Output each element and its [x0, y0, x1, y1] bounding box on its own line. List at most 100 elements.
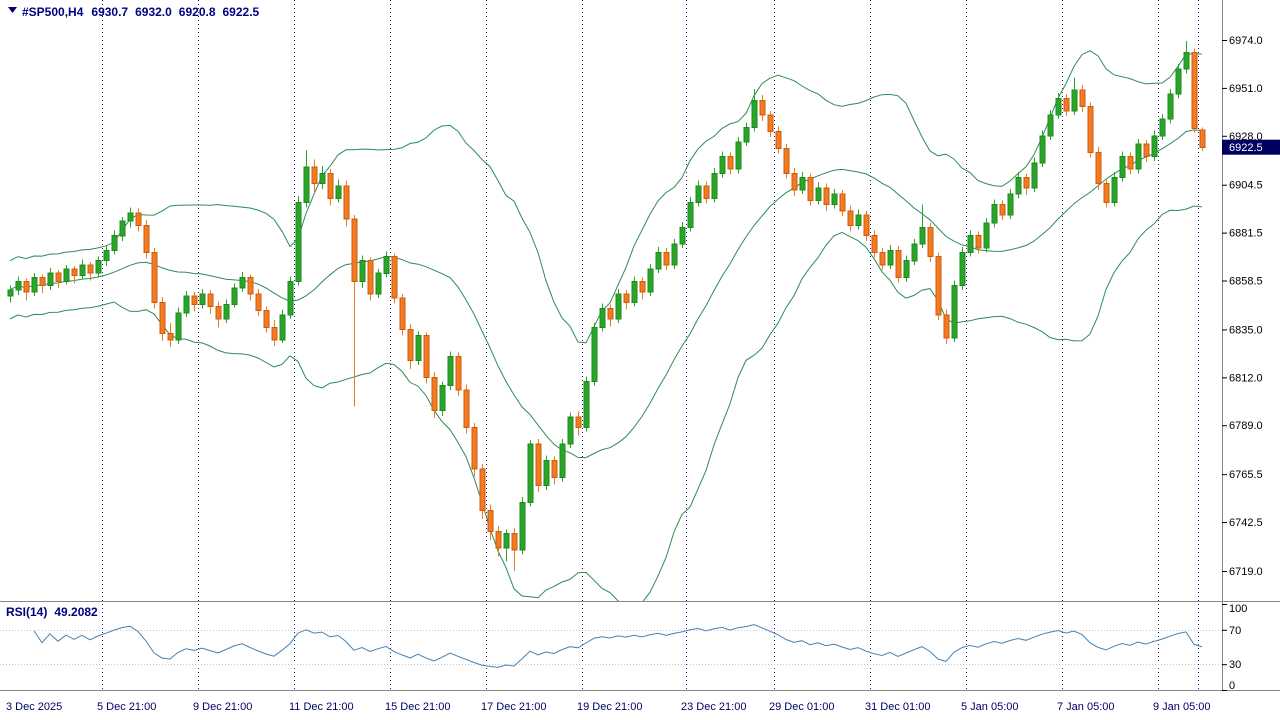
candle-body	[807, 176, 814, 201]
candle-body	[119, 220, 126, 237]
candle-body	[151, 251, 158, 303]
candle-body	[959, 251, 966, 287]
candle-body	[839, 193, 846, 212]
candle-body	[55, 272, 62, 283]
candle-body	[679, 226, 686, 245]
candle-body	[527, 443, 534, 503]
candle-body	[863, 214, 870, 237]
candle-body	[295, 201, 302, 282]
candle-body	[127, 212, 134, 222]
candle-body	[631, 281, 638, 303]
price-tick-label: 6765.5	[1229, 469, 1263, 481]
candle-body	[407, 328, 414, 362]
candle-body	[223, 304, 230, 320]
rsi-pane[interactable]	[0, 602, 1222, 690]
rsi-axis[interactable]: 100 70 30 0	[1222, 603, 1247, 692]
time-axis[interactable]: 3 Dec 2025 5 Dec 21:00 9 Dec 21:00 11 Dec 2…	[6, 701, 1211, 713]
candle-body	[855, 214, 862, 226]
period-separators	[102, 0, 1199, 690]
candle-body	[471, 426, 478, 470]
rsi-indicator-value: 49.2082	[54, 605, 98, 619]
candle-body	[623, 293, 630, 303]
candle-body	[1095, 151, 1102, 185]
candle-body	[423, 335, 430, 378]
price-tick-label: 6881.5	[1229, 228, 1263, 240]
price-axis[interactable]: 6974.06951.06928.06904.56881.56858.56835…	[1222, 35, 1280, 578]
time-axis-label: 19 Dec 21:00	[577, 701, 642, 713]
candle-body	[695, 185, 702, 204]
candle-body	[567, 416, 574, 445]
candle-body	[431, 376, 438, 412]
rsi-header: RSI(14) 49.2082	[6, 605, 98, 619]
candle-body	[327, 172, 334, 199]
ohlc-header: #SP500,H4 6930.7 6932.0 6920.8 6922.5	[8, 5, 260, 19]
candle-body	[919, 226, 926, 245]
candle-body	[887, 249, 894, 266]
candle-body	[351, 218, 358, 283]
rsi-header-text: RSI(14) 49.2082	[6, 605, 98, 619]
candle-body	[1103, 183, 1110, 203]
candle-body	[71, 268, 78, 276]
candle-body	[1015, 176, 1022, 195]
candle-body	[23, 281, 30, 293]
candle-body	[951, 285, 958, 339]
candle-body	[247, 276, 254, 295]
price-tick-label: 6904.5	[1229, 180, 1263, 192]
candle-body	[823, 187, 830, 206]
bollinger-upper-band	[9, 50, 1203, 344]
candle-body	[751, 99, 758, 129]
candle-body	[159, 301, 166, 335]
candle-body	[271, 326, 278, 341]
candle-body	[655, 251, 662, 270]
price-tick-label: 6951.0	[1229, 83, 1263, 95]
price-tick-label: 6719.0	[1229, 566, 1263, 578]
candle-body	[911, 243, 918, 262]
time-axis-label: 3 Dec 2025	[6, 701, 62, 713]
candle-body	[7, 289, 14, 297]
candle-body	[743, 127, 750, 143]
candle-body	[287, 281, 294, 316]
candle-body	[1199, 129, 1206, 148]
rsi-tick-label: 70	[1229, 625, 1241, 637]
candle-body	[383, 256, 390, 274]
time-axis-label: 31 Dec 01:00	[865, 701, 930, 713]
time-axis-label: 9 Jan 05:00	[1153, 701, 1211, 713]
candle-body	[215, 306, 222, 320]
bollinger-lower-band	[9, 205, 1203, 601]
pane-borders	[0, 0, 1280, 691]
candle-body	[583, 381, 590, 428]
candle-body	[1151, 135, 1158, 158]
candle-body	[263, 310, 270, 328]
candle-body	[879, 251, 886, 266]
candle-body	[575, 416, 582, 428]
candle-body	[943, 314, 950, 339]
candle-body	[103, 249, 110, 262]
candles-layer	[7, 41, 1206, 571]
candle-body	[1119, 156, 1126, 178]
candle-body	[1175, 68, 1182, 95]
candle-body	[599, 308, 606, 328]
candle-body	[735, 141, 742, 170]
rsi-indicator-label: RSI(14)	[6, 605, 47, 619]
candle-body	[1023, 176, 1030, 189]
candle-body	[607, 308, 614, 320]
candle-body	[1143, 143, 1150, 158]
candle-body	[1159, 118, 1166, 137]
candle-body	[559, 443, 566, 478]
candle-body	[551, 460, 558, 478]
time-axis-label: 29 Dec 01:00	[769, 701, 834, 713]
candle-body	[343, 185, 350, 220]
candle-body	[495, 530, 502, 549]
candle-body	[415, 335, 422, 362]
candle-body	[1007, 193, 1014, 216]
candle-body	[775, 131, 782, 149]
candle-body	[183, 295, 190, 314]
candle-body	[535, 443, 542, 487]
candle-body	[1167, 93, 1174, 120]
candle-body	[255, 293, 262, 312]
candle-body	[311, 166, 318, 185]
candle-body	[1031, 162, 1038, 189]
price-tick-label: 6835.0	[1229, 324, 1263, 336]
time-axis-label: 23 Dec 21:00	[681, 701, 746, 713]
candle-body	[191, 295, 198, 305]
